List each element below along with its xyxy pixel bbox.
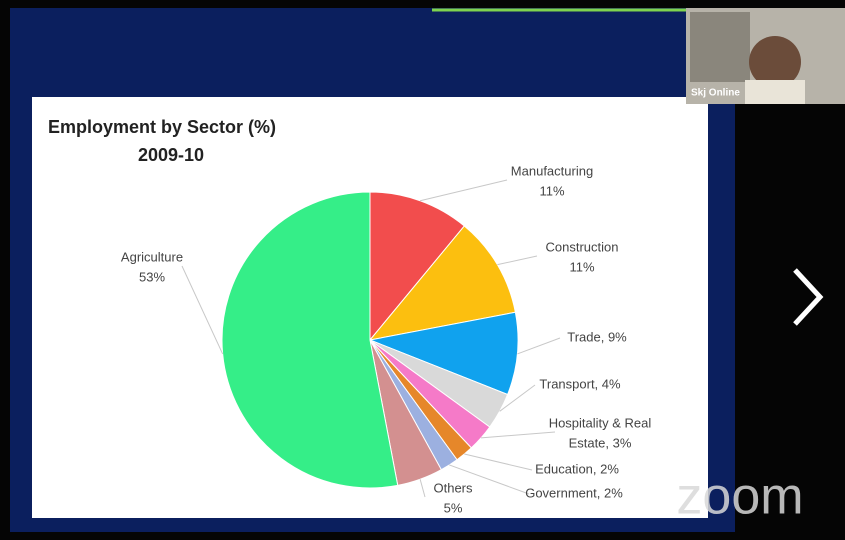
chart-subtitle: 2009-10 xyxy=(138,145,204,165)
pie-slice xyxy=(368,225,516,341)
slice-label: Construction xyxy=(546,239,619,254)
slice-label: Estate, 3% xyxy=(569,435,632,450)
leader-line xyxy=(517,337,561,355)
slice-label: Trade, 9% xyxy=(567,329,627,344)
leader-line xyxy=(419,479,426,498)
leader-line xyxy=(420,179,508,202)
leader-line xyxy=(499,384,536,412)
leader-line xyxy=(181,265,224,355)
pie-slice xyxy=(368,311,519,396)
participant-face xyxy=(749,36,801,88)
slice-label: Agriculture xyxy=(121,249,183,264)
chart-title: Employment by Sector (%) xyxy=(48,117,276,137)
slice-label: Hospitality & Real xyxy=(549,415,652,430)
slice-label: 5% xyxy=(444,500,463,515)
slice-label: 53% xyxy=(139,269,165,284)
pie-slice xyxy=(369,191,466,342)
leader-line xyxy=(449,464,530,495)
slice-label: Others xyxy=(433,480,473,495)
participant-shirt xyxy=(745,80,805,104)
leader-line xyxy=(480,431,556,439)
leader-line xyxy=(497,255,538,266)
bookshelf xyxy=(690,12,750,82)
slice-label: Manufacturing xyxy=(511,163,593,178)
slice-label: 11% xyxy=(539,183,564,198)
participant-name: Skj Online xyxy=(691,88,740,99)
leader-line xyxy=(464,453,533,471)
pie-slice xyxy=(221,191,399,489)
next-arrow[interactable] xyxy=(793,268,824,326)
zoom-watermark: zoom xyxy=(676,468,803,526)
slice-label: Transport, 4% xyxy=(539,376,621,391)
slice-label: Education, 2% xyxy=(535,461,619,476)
slice-label: 11% xyxy=(569,259,594,274)
slice-label: Government, 2% xyxy=(525,485,623,500)
